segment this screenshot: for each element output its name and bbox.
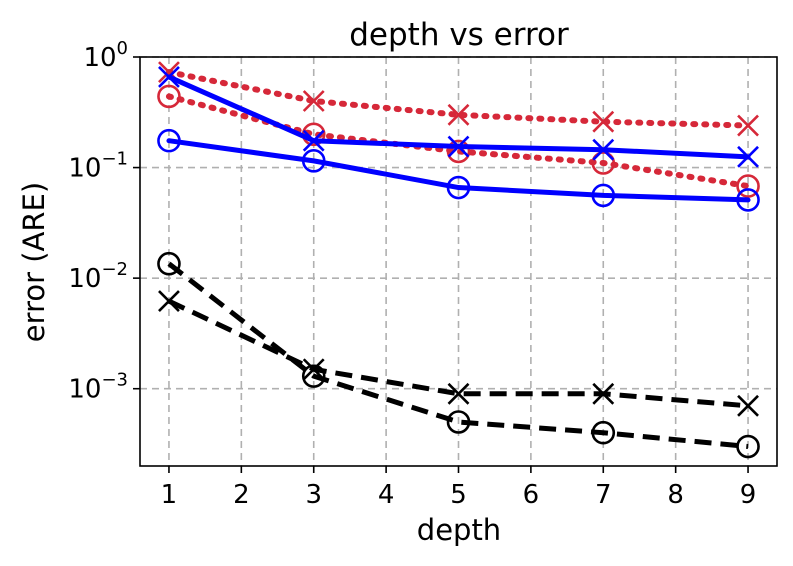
x-tick-label: 6 [523,480,540,510]
x-tick-label: 3 [305,480,322,510]
data-point [157,84,181,109]
x-tick-label: 7 [595,480,612,510]
data-point [736,434,760,459]
data-point [736,188,760,212]
chart-title: depth vs error [349,17,569,53]
data-point [591,183,616,208]
data-point [737,145,759,168]
data-point [591,151,616,175]
data-point [591,420,616,445]
x-tick-label: 5 [450,480,467,510]
y-tick-exponent: −2 [101,259,128,280]
data-point [736,174,760,198]
y-axis-label: error (ARE) [17,182,51,342]
x-tick-label: 2 [233,480,250,510]
y-tick-label: 10−2 [68,259,128,294]
series-line [165,69,752,129]
data-point [158,290,180,313]
gridlines [140,56,777,466]
data-point [737,114,759,137]
data-point [737,394,759,417]
y-tick-base: 10 [68,375,101,405]
series-line [167,298,749,409]
data-point [592,138,615,161]
data-point [446,410,471,434]
y-tick-base: 10 [68,154,101,184]
series-line [166,138,751,203]
data-point [302,129,325,152]
y-tick-label: 10−3 [68,370,128,405]
data-point [301,149,326,173]
x-axis-label: depth [417,513,501,547]
data-point [446,139,471,164]
x-ticks: 1 2 3 4 5 6 7 8 9 [161,466,757,510]
y-tick-exponent: 0 [117,38,128,59]
x-tick-label: 4 [378,480,395,510]
data-point [301,364,326,388]
data-point [592,110,615,133]
data-point [302,358,325,381]
x-tick-label: 8 [667,480,684,510]
y-tick-label: 10−1 [68,149,128,184]
data-point [157,251,181,276]
y-tick-exponent: −3 [101,370,128,391]
x-tick-label: 1 [161,480,178,510]
data-point [157,128,181,153]
data-point [302,90,325,112]
data-point [592,382,615,405]
data-point [446,175,471,200]
y-tick-label: 100 [83,38,128,73]
y-tick-base: 10 [83,43,116,73]
data-point [447,135,470,158]
series-4 [157,251,760,459]
data-point [158,66,180,88]
series-2 [158,66,759,168]
series-line [167,261,749,450]
series-3 [157,128,760,212]
series-group [157,61,760,459]
series-5 [158,290,759,417]
y-tick-base: 10 [68,264,101,294]
y-tick-exponent: −1 [101,149,128,170]
x-tick-label: 9 [740,480,757,510]
data-point [447,103,470,126]
data-point [447,382,470,405]
